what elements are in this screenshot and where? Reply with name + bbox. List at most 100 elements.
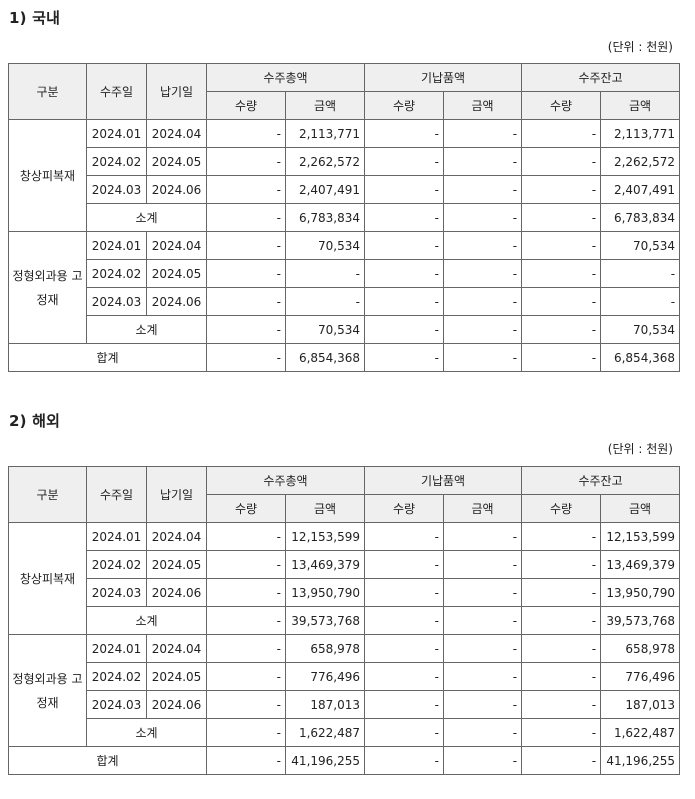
value-cell: 776,496 [600,662,681,691]
order-date-cell: 2024.01 [86,634,147,663]
delivery-date-cell: 2024.06 [146,578,207,607]
header-amount: 금액 [443,91,523,120]
value-cell: - [206,522,286,551]
header-amount: 금액 [443,494,523,523]
subtotal-row: 소계 -39,573,768- - -39,573,768 [9,606,681,635]
value-cell: - [364,550,445,579]
value-cell: - [364,231,445,260]
value-cell: - [364,175,445,204]
value-cell: 2,407,491 [284,175,366,204]
table-row: 창상피복재 2024.01 2024.04-12,153,599- - -12,153,… [8,522,681,635]
subtotal-value-cell: - [521,718,602,747]
value-cell: - [521,287,602,316]
total-value-cell: 6,854,368 [600,343,681,372]
subtotal-value-cell: 70,534 [600,315,681,344]
total-value-cell: 41,196,255 [600,746,681,775]
header-delivery-date: 납기일 [146,63,207,120]
subtotal-value-cell: - [206,718,286,747]
total-value-cell: - [206,746,286,775]
table-row: 창상피복재 2024.01 2024.04-2,113,771- - -2,113,77… [8,119,681,232]
order-date-cell: 2024.01 [86,119,147,148]
delivery-date-cell: 2024.05 [146,259,207,288]
subtotal-value-cell: 39,573,768 [284,606,366,635]
value-cell: - [521,119,602,148]
category-name: 정형외과용 고정재 [8,634,87,747]
value-cell: - [206,231,286,260]
subtotal-value-cell: - [443,315,523,344]
value-cell: 12,153,599 [600,522,681,551]
value-cell: - [443,287,523,316]
subtotal-value-cell: 6,783,834 [284,203,366,232]
header-qty: 수량 [206,494,286,523]
value-cell: 12,153,599 [284,522,366,551]
category-name: 창상피복재 [8,522,87,635]
unit-note-domestic: (단위 : 천원) [607,40,673,54]
header-order-date: 수주일 [86,63,147,120]
value-cell: 776,496 [284,662,366,691]
value-cell: - [521,522,602,551]
header-group: 수주잔고 [521,466,681,495]
order-date-cell: 2024.03 [86,690,147,719]
header-group: 기납품액 [364,466,523,495]
value-cell: - [600,259,681,288]
value-cell: - [443,578,523,607]
subtotal-row: 소계 -6,783,834- - -6,783,834 [9,203,681,232]
value-cell: - [364,690,445,719]
value-cell: - [521,175,602,204]
table-row: 2024.02 2024.05-13,469,379- - -13,469,379 [9,550,681,579]
subtotal-label: 소계 [86,315,207,344]
subtotal-label: 소계 [86,718,207,747]
table-row: 정형외과용 고정재 2024.01 2024.04-70,534- - -70,534 [8,231,681,344]
order-date-cell: 2024.01 [86,522,147,551]
section-heading-domestic: 1) 국내 [9,9,61,27]
delivery-date-cell: 2024.04 [146,231,207,260]
value-cell: - [521,634,602,663]
header-category: 구분 [8,63,87,120]
order-backlog-table-overseas: 구분 수주일 납기일 수주총액 기납품액 수주잔고 수량 금액 수량 금액 수량 금액 창상피복재 202… [8,466,681,775]
delivery-date-cell: 2024.05 [146,550,207,579]
value-cell: - [443,662,523,691]
total-value-cell: - [364,343,445,372]
order-backlog-table-domestic: 구분 수주일 납기일 수주총액 기납품액 수주잔고 수량 금액 수량 금액 수량 금액 창상피복재 202… [8,63,681,372]
value-cell: 13,950,790 [600,578,681,607]
value-cell: - [521,231,602,260]
header-amount: 금액 [284,91,366,120]
value-cell: - [521,662,602,691]
header-group: 수주총액 [205,63,366,92]
subtotal-value-cell: 39,573,768 [600,606,681,635]
value-cell: - [443,690,523,719]
table-row: 2024.02 2024.05-2,262,572- - -2,262,572 [9,147,681,176]
value-cell: - [364,147,445,176]
subtotal-value-cell: - [443,606,523,635]
value-cell: 187,013 [600,690,681,719]
total-value-cell: - [364,746,445,775]
subtotal-value-cell: - [364,315,445,344]
value-cell: 658,978 [600,634,681,663]
value-cell: - [521,259,602,288]
header-amount: 금액 [284,494,366,523]
value-cell: 13,469,379 [600,550,681,579]
value-cell: - [206,147,286,176]
header-amount: 금액 [600,91,681,120]
value-cell: - [206,175,286,204]
value-cell: 13,950,790 [284,578,366,607]
subtotal-row: 소계 -1,622,487- - -1,622,487 [9,718,681,747]
total-value-cell: - [443,343,523,372]
value-cell: - [364,522,445,551]
subtotal-value-cell: - [206,203,286,232]
subtotal-value-cell: - [443,203,523,232]
subtotal-value-cell: 1,622,487 [284,718,366,747]
value-cell: - [443,522,523,551]
total-value-cell: - [521,746,602,775]
value-cell: - [364,259,445,288]
subtotal-label: 소계 [86,606,207,635]
subtotal-value-cell: - [364,718,445,747]
delivery-date-cell: 2024.05 [146,662,207,691]
category-name: 창상피복재 [8,119,87,232]
value-cell: - [206,662,286,691]
subheader-row: 수량 금액 수량 금액 수량 금액 [9,494,681,523]
subtotal-label: 소계 [86,203,207,232]
value-cell: - [206,550,286,579]
order-date-cell: 2024.03 [86,175,147,204]
delivery-date-cell: 2024.04 [146,634,207,663]
